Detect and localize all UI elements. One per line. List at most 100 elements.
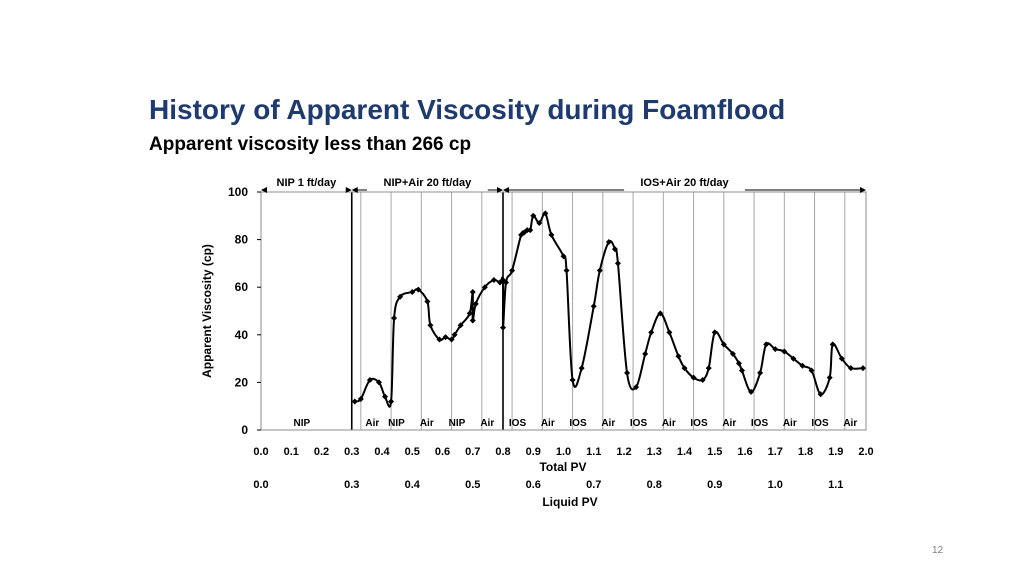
liquid-pv-tick-label: 0.4 (405, 479, 421, 491)
segment-label: Air (365, 418, 379, 429)
data-point (838, 355, 845, 362)
data-point (748, 388, 755, 395)
data-point (735, 360, 742, 367)
y-tick-label: 20 (235, 375, 249, 389)
data-point (530, 212, 537, 219)
data-point (614, 260, 621, 267)
data-point (611, 246, 618, 253)
data-point (763, 341, 770, 348)
data-point (382, 393, 389, 400)
data-point (469, 288, 476, 295)
data-point (569, 377, 576, 384)
data-point (666, 329, 673, 336)
x-tick-label: 0.8 (495, 446, 510, 458)
arrow-head-right (497, 187, 503, 193)
segment-label: NIP (294, 418, 311, 429)
segment-labels: NIP Air NIP Air NIP Air IOS Air IOS Air IOS Air IOS A… (294, 418, 858, 429)
segment-label: Air (783, 418, 797, 429)
x-tick-label: 1.9 (828, 446, 843, 458)
x-tick-label: 1.5 (707, 446, 722, 458)
segment-label: Air (722, 418, 736, 429)
data-point (415, 286, 422, 293)
x-tick-label: 0.3 (344, 446, 359, 458)
segment-label: IOS (569, 418, 587, 429)
secondary-x-axis-title: Liquid PV (542, 495, 597, 509)
y-tick-label: 0 (241, 423, 248, 437)
page-number: 12 (932, 545, 944, 556)
y-tick-label: 100 (228, 185, 248, 199)
x-tick-label: 1.6 (737, 446, 752, 458)
plot-area-border (260, 191, 867, 431)
data-point (397, 293, 404, 300)
x-tick-label: 1.1 (586, 446, 601, 458)
segment-label: Air (420, 418, 434, 429)
segment-label: Air (541, 418, 555, 429)
data-point (391, 315, 398, 322)
phase-label: NIP+Air 20 ft/day (384, 177, 473, 189)
data-point (605, 238, 612, 245)
data-point (466, 310, 473, 317)
x-tick-label: 1.3 (647, 446, 662, 458)
x-tick-label: 0.4 (374, 446, 390, 458)
data-point (509, 267, 516, 274)
segment-divider-lines (360, 192, 846, 430)
x-tick-label: 0.9 (526, 446, 541, 458)
x-tick-label: 0.7 (465, 446, 480, 458)
y-tick-label: 40 (235, 328, 249, 342)
arrow-head-right (345, 187, 352, 193)
data-point (657, 310, 664, 317)
series-markers (351, 210, 866, 405)
arrow-head-left (351, 187, 358, 193)
liquid-pv-tick-label: 0.0 (253, 479, 268, 491)
x-tick-label: 1.2 (616, 446, 631, 458)
data-point (817, 391, 824, 398)
liquid-pv-tick-label: 0.3 (344, 479, 359, 491)
data-point (503, 279, 510, 286)
data-point (427, 322, 434, 329)
liquid-pv-tick-label: 1.0 (768, 479, 783, 491)
data-point (500, 324, 506, 331)
slide-subtitle: Apparent viscosity less than 266 cp (149, 134, 472, 155)
x-tick-label: 1.7 (768, 446, 783, 458)
x-tick-label: 0.2 (314, 446, 329, 458)
arrow-head-left (503, 187, 509, 193)
data-point (624, 369, 631, 376)
phase-labels: NIP 1 ft/day NIP+Air 20 ft/day IOS+Air 20 … (277, 177, 730, 189)
data-point (542, 210, 549, 217)
data-point (757, 369, 764, 376)
data-point (424, 298, 431, 305)
data-point (829, 341, 836, 348)
data-point (388, 398, 395, 405)
data-point (711, 329, 718, 336)
data-point (472, 300, 479, 307)
arrow-head-right (860, 187, 866, 193)
data-point (366, 377, 373, 384)
data-point (409, 288, 416, 295)
segment-label: NIP (388, 418, 405, 429)
data-point (633, 384, 640, 391)
liquid-pv-tick-label: 1.1 (828, 479, 843, 491)
data-point (490, 277, 497, 284)
data-point (799, 362, 806, 369)
data-point (442, 334, 449, 341)
segment-label: Air (843, 418, 857, 429)
x-tick-label: 1.8 (798, 446, 813, 458)
data-point (681, 365, 688, 372)
plot-frame (260, 191, 867, 431)
x-tick-label: 1.0 (556, 446, 571, 458)
phase-divider-lines (350, 192, 504, 430)
data-point (351, 398, 358, 405)
y-tick-label: 80 (235, 233, 249, 247)
segment-label: Air (662, 418, 676, 429)
x-axis-title: Total PV (539, 460, 586, 474)
data-point (469, 317, 476, 324)
x-tick-labels: 0.0 0.1 0.2 0.3 0.4 0.5 0.6 0.7 0.8 0.9 1.0 1.1 1.2 1… (253, 446, 873, 458)
data-point (436, 336, 443, 343)
data-point (772, 346, 779, 353)
segment-label: IOS (811, 418, 829, 429)
segment-label: IOS (690, 418, 708, 429)
data-point (524, 227, 531, 234)
y-tick-label: 60 (235, 280, 249, 294)
segment-label: IOS (630, 418, 648, 429)
